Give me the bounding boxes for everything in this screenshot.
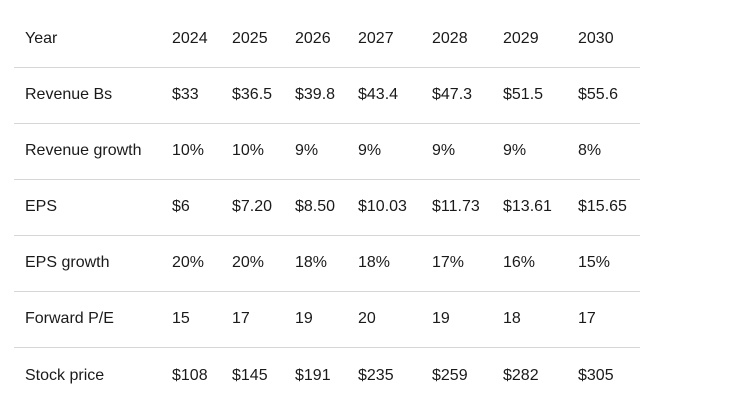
table-cell: 2024: [172, 30, 208, 48]
table-cell: $13.61: [503, 178, 578, 235]
table-cell: 20%: [232, 234, 295, 291]
table-row: Revenue growth 10% 10% 9% 9% 9% 9% 8%: [14, 122, 640, 179]
table-cell: 17: [232, 290, 295, 347]
table-cell: 9%: [503, 122, 578, 179]
financial-projection-table: Year 2024 2025 2026 2027 2028 2029 2030 Revenue …: [14, 11, 640, 403]
table-cell: 18%: [295, 234, 358, 291]
row-label: Forward P/E: [14, 290, 172, 347]
table-cell: $6: [172, 178, 232, 235]
table-body: Year 2024 2025 2026 2027 2028 2029 2030 Revenue …: [14, 11, 640, 403]
table-cell: 19: [295, 290, 358, 347]
table-cell: $145: [232, 346, 295, 403]
table-cell: 8%: [578, 122, 640, 179]
table-cell: 2028: [432, 30, 468, 48]
table-cell: 9%: [358, 122, 432, 179]
table-cell: $11.73: [432, 178, 503, 235]
row-label: Stock price: [14, 346, 172, 403]
table-row: Year 2024 2025 2026 2027 2028 2029 2030: [14, 11, 640, 67]
table-cell: 18%: [358, 234, 432, 291]
table-cell: 9%: [295, 122, 358, 179]
table-cell: $7.20: [232, 178, 295, 235]
table-cell: 19: [432, 290, 503, 347]
table-cell: $282: [503, 346, 578, 403]
table-cell: $39.8: [295, 66, 358, 123]
table-cell: $305: [578, 346, 640, 403]
row-label: Revenue Bs: [14, 66, 172, 123]
table-cell: 2025: [232, 30, 268, 48]
table-cell: $51.5: [503, 66, 578, 123]
table-cell: $36.5: [232, 66, 295, 123]
table-cell: 2030: [578, 30, 614, 48]
table-row: Revenue Bs $33 $36.5 $39.8 $43.4 $47.3 $51.5 $5…: [14, 66, 640, 123]
row-label: EPS: [14, 178, 172, 235]
table-cell: 15%: [578, 234, 640, 291]
table-cell: $8.50: [295, 178, 358, 235]
table-row: Stock price $108 $145 $191 $235 $259 $282 $305: [14, 346, 640, 403]
table-cell: $108: [172, 346, 232, 403]
table-cell: $15.65: [578, 178, 640, 235]
table-cell: 2029: [503, 30, 539, 48]
table-cell: 2027: [358, 30, 394, 48]
table-cell: 16%: [503, 234, 578, 291]
table-cell: $259: [432, 346, 503, 403]
row-label: EPS growth: [14, 234, 172, 291]
table-cell: 10%: [232, 122, 295, 179]
table-cell: 2026: [295, 30, 331, 48]
table-cell: 20%: [172, 234, 232, 291]
table-cell: 17: [578, 290, 640, 347]
table-cell: 10%: [172, 122, 232, 179]
table-cell: $55.6: [578, 66, 640, 123]
table-cell: $47.3: [432, 66, 503, 123]
table-cell: $33: [172, 66, 232, 123]
row-label: Year: [25, 30, 58, 48]
table-row: EPS growth 20% 20% 18% 18% 17% 16% 15%: [14, 234, 640, 291]
table-cell: 20: [358, 290, 432, 347]
table-cell: $235: [358, 346, 432, 403]
table-cell: 18: [503, 290, 578, 347]
table-row: EPS $6 $7.20 $8.50 $10.03 $11.73 $13.61 $15.65: [14, 178, 640, 235]
table-cell: $43.4: [358, 66, 432, 123]
table-row: Forward P/E 15 17 19 20 19 18 17: [14, 290, 640, 347]
table-cell: 15: [172, 290, 232, 347]
table-cell: $10.03: [358, 178, 432, 235]
table-cell: 9%: [432, 122, 503, 179]
table-cell: $191: [295, 346, 358, 403]
row-label: Revenue growth: [14, 122, 172, 179]
table-cell: 17%: [432, 234, 503, 291]
